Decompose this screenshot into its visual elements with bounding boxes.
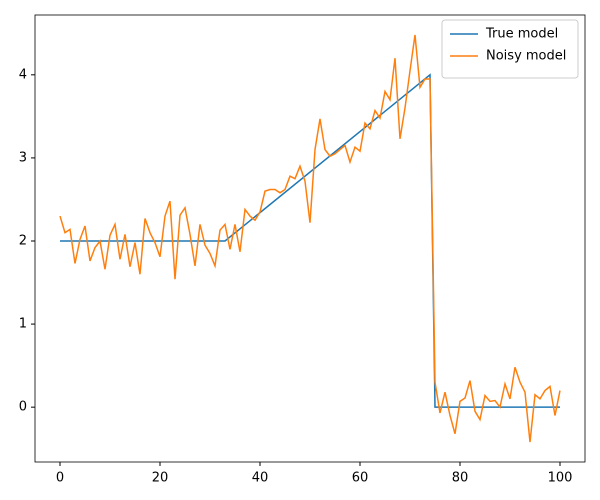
y-tick-label: 1 (19, 317, 27, 332)
x-tick-label: 100 (548, 471, 573, 486)
y-tick-label: 4 (19, 67, 27, 82)
series-line (60, 73, 560, 408)
y-tick-label: 0 (19, 400, 27, 415)
x-tick-label: 20 (152, 471, 169, 486)
y-tick-label: 2 (19, 233, 27, 248)
legend-label: True model (485, 27, 558, 42)
legend: True model Noisy model (441, 19, 579, 79)
x-tick-label: 0 (56, 471, 64, 486)
x-tick-label: 40 (252, 471, 269, 486)
x-tick-label: 80 (452, 471, 469, 486)
x-tick-label: 60 (352, 471, 369, 486)
plot-frame (34, 14, 586, 463)
series-line (59, 34, 561, 443)
y-tick-label: 3 (19, 150, 27, 165)
legend-label: Noisy model (486, 49, 566, 64)
